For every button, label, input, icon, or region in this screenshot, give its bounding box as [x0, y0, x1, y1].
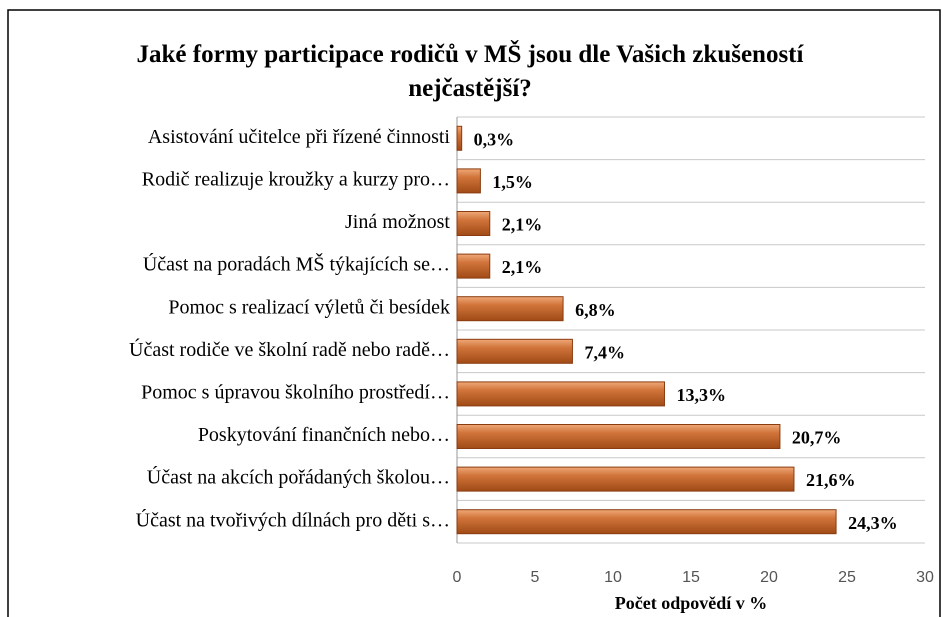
x-tick-label: 5 [531, 569, 540, 586]
value-label: 20,7% [792, 428, 842, 448]
value-label: 21,6% [806, 470, 856, 490]
value-label: 1,5% [492, 172, 533, 192]
bar [456, 338, 573, 364]
value-label: 0,3% [474, 129, 515, 149]
y-tick-label: Jiná možnost [345, 211, 450, 233]
x-tick-label: 10 [604, 569, 622, 586]
bar [456, 509, 837, 535]
x-axis-label: Počet odpovědí v % [615, 593, 768, 613]
chart-frame [7, 9, 941, 617]
y-tick-label: Účast na akcích pořádaných školou… [147, 465, 450, 489]
value-label: 7,4% [584, 342, 625, 362]
bar [456, 466, 795, 492]
y-tick-label: Účast rodiče ve školní radě nebo radě… [129, 337, 450, 361]
bar [456, 381, 665, 407]
chart-title: Jaké formy participace rodičů v MŠ jsou … [136, 41, 804, 102]
value-label: 6,8% [575, 300, 616, 320]
bar [456, 296, 564, 322]
y-tick-label: Účast na poradách MŠ týkajících se… [143, 252, 450, 276]
y-tick-label: Pomoc s úpravou školního prostředí… [141, 381, 450, 403]
value-label: 2,1% [502, 215, 543, 235]
x-tick-label: 0 [453, 569, 462, 586]
x-tick-label: 15 [682, 569, 700, 586]
y-tick-label: Rodič realizuje kroužky a kurzy pro… [142, 168, 450, 190]
bar [456, 253, 491, 279]
x-tick-label: 20 [760, 569, 778, 586]
y-tick-label: Asistování učitelce při řízené činnosti [148, 126, 451, 148]
y-tick-label: Pomoc s realizací výletů či besídek [168, 296, 450, 318]
value-label: 24,3% [848, 513, 898, 533]
value-label: 2,1% [502, 257, 543, 277]
bar [456, 125, 463, 151]
bar [456, 211, 491, 236]
x-tick-label: 25 [838, 569, 856, 586]
y-tick-label: Poskytování finančních nebo… [198, 424, 450, 446]
value-label: 13,3% [676, 385, 726, 405]
y-tick-label: Účast na tvořivých dílnách pro děti s… [136, 507, 450, 531]
x-tick-label: 30 [916, 569, 934, 586]
bar [456, 168, 481, 194]
bar [456, 424, 781, 449]
